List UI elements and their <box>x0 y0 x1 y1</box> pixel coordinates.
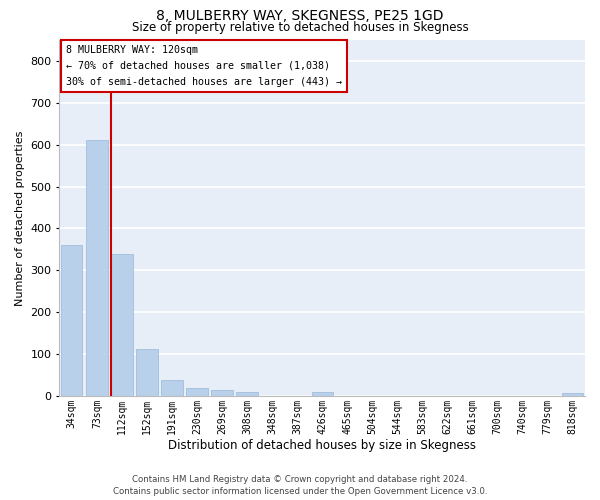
Bar <box>161 380 182 396</box>
Bar <box>236 392 258 396</box>
Bar <box>311 392 333 396</box>
Bar <box>211 390 233 396</box>
Y-axis label: Number of detached properties: Number of detached properties <box>15 130 25 306</box>
Bar <box>136 348 158 396</box>
Text: 8 MULBERRY WAY: 120sqm
← 70% of detached houses are smaller (1,038)
30% of semi-: 8 MULBERRY WAY: 120sqm ← 70% of detached… <box>65 46 341 86</box>
Bar <box>61 245 82 396</box>
Text: Size of property relative to detached houses in Skegness: Size of property relative to detached ho… <box>131 21 469 34</box>
Bar <box>562 392 583 396</box>
Bar <box>86 140 107 396</box>
Text: Contains HM Land Registry data © Crown copyright and database right 2024.
Contai: Contains HM Land Registry data © Crown c… <box>113 474 487 496</box>
Bar <box>111 254 133 396</box>
X-axis label: Distribution of detached houses by size in Skegness: Distribution of detached houses by size … <box>168 440 476 452</box>
Text: 8, MULBERRY WAY, SKEGNESS, PE25 1GD: 8, MULBERRY WAY, SKEGNESS, PE25 1GD <box>156 9 444 23</box>
Bar <box>187 388 208 396</box>
